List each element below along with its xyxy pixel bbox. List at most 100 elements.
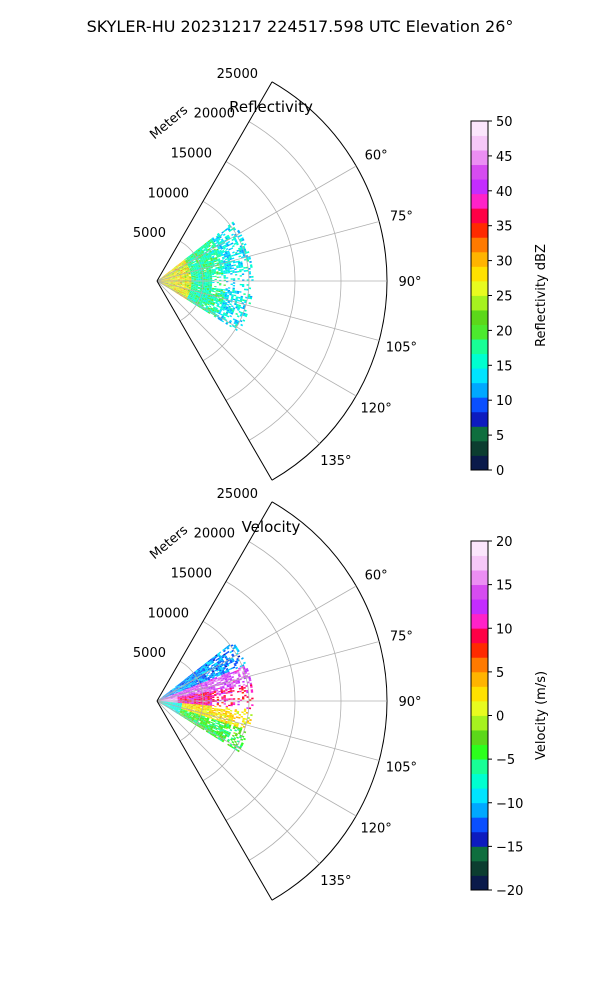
radar-gate <box>195 693 198 695</box>
radar-gate <box>175 284 178 285</box>
radar-gate <box>188 288 191 290</box>
radar-gate <box>206 262 210 264</box>
radar-gate <box>208 291 212 293</box>
radar-gate <box>246 288 249 291</box>
radar-gate <box>242 696 245 698</box>
radar-gate <box>195 715 198 718</box>
radar-gate <box>169 287 172 289</box>
radar-field <box>157 644 254 753</box>
radar-gate <box>199 681 202 683</box>
radar-gate <box>170 282 173 284</box>
radar-gate <box>209 705 212 707</box>
radar-gate <box>189 689 192 691</box>
radar-gate <box>184 713 187 715</box>
radar-gate <box>232 660 235 663</box>
radar-gate <box>198 695 201 697</box>
radar-gate <box>161 279 164 281</box>
radar-gate <box>172 703 176 705</box>
radar-gate <box>171 272 174 274</box>
radar-gate <box>204 247 208 250</box>
radar-gate <box>169 275 172 277</box>
radar-gate <box>228 675 232 678</box>
radar-gate <box>193 702 197 703</box>
radar-gate <box>218 736 221 739</box>
radar-gate <box>221 239 224 242</box>
azimuth-tick-label: 60° <box>365 569 388 584</box>
radar-gate <box>167 275 170 277</box>
radar-gate <box>186 298 189 301</box>
radar-gate <box>165 276 168 278</box>
radar-gate <box>251 275 254 278</box>
radar-gate <box>204 290 207 292</box>
radar-gate <box>198 674 201 677</box>
radar-gate <box>189 258 193 261</box>
radar-gate <box>187 679 190 681</box>
radar-gate <box>207 683 210 686</box>
radar-gate <box>177 278 180 280</box>
radar-gate <box>199 290 202 292</box>
radar-gate <box>250 689 254 692</box>
radar-gate <box>181 266 184 268</box>
radar-gate <box>193 702 196 704</box>
radar-gate <box>208 267 211 270</box>
radar-gate <box>174 286 177 288</box>
radar-gate <box>204 263 208 266</box>
radar-gate <box>175 282 178 283</box>
radar-gate <box>241 238 245 242</box>
radar-gate <box>217 303 220 305</box>
colorbar-segment <box>471 310 488 325</box>
radar-gate <box>172 704 176 705</box>
radar-gate <box>197 253 200 256</box>
radar-gate <box>190 264 193 266</box>
radial-tick-label: 5000 <box>133 646 166 661</box>
radar-gate <box>204 722 208 725</box>
radar-gate <box>197 271 200 273</box>
radar-gate <box>218 693 221 695</box>
radar-gate <box>170 271 173 273</box>
radar-gate <box>243 243 247 246</box>
radar-gate <box>235 306 238 309</box>
radar-gate <box>172 286 175 288</box>
radar-gate <box>193 704 196 706</box>
radar-gate <box>229 689 233 691</box>
radar-gate <box>207 707 210 709</box>
radar-gate <box>204 682 207 685</box>
radar-gate <box>192 674 196 677</box>
radar-gate <box>188 273 191 275</box>
radar-gate <box>207 288 210 290</box>
radar-gate <box>203 254 206 257</box>
radar-gate <box>235 312 238 316</box>
radar-gate <box>220 733 223 736</box>
radar-gate <box>173 281 176 283</box>
radar-gate <box>228 311 232 314</box>
radar-gate <box>206 269 209 271</box>
radar-gate <box>220 736 224 739</box>
radar-gate <box>169 275 173 277</box>
radar-gate <box>195 694 198 696</box>
radar-gate <box>170 282 173 284</box>
radar-gate <box>204 274 208 276</box>
radar-gate <box>211 245 215 248</box>
radar-gate <box>186 286 189 288</box>
radar-gate <box>212 308 215 311</box>
radar-gate <box>178 272 181 274</box>
radar-gate <box>204 255 207 258</box>
radar-gate <box>227 272 231 274</box>
radar-gate <box>243 288 247 291</box>
radar-gate <box>232 261 236 264</box>
radar-gate <box>198 294 201 296</box>
radar-gate <box>222 257 225 260</box>
radar-gate <box>224 251 228 254</box>
radar-gate <box>173 282 176 284</box>
radar-gate <box>173 289 176 291</box>
radar-gate <box>226 321 229 324</box>
radar-gate <box>177 689 180 691</box>
radar-gate <box>226 658 229 661</box>
radar-gate <box>213 289 217 291</box>
radar-gate <box>205 294 208 297</box>
radar-gate <box>229 293 232 296</box>
radar-gate <box>200 302 203 304</box>
radar-gate <box>200 696 203 698</box>
radar-gate <box>220 253 224 256</box>
radar-gate <box>244 301 247 304</box>
